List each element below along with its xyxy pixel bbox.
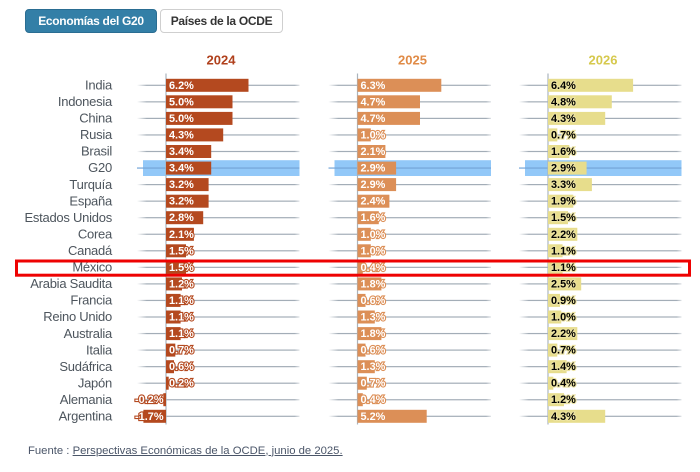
svg-text:1.1%: 1.1%: [169, 295, 194, 307]
svg-text:España: España: [69, 193, 113, 208]
svg-text:Alemania: Alemania: [60, 392, 113, 407]
svg-text:-0.2%: -0.2%: [135, 394, 164, 406]
svg-text:1.5%: 1.5%: [169, 245, 194, 257]
svg-text:1.2%: 1.2%: [551, 394, 576, 406]
svg-text:0.7%: 0.7%: [551, 129, 576, 141]
svg-text:4.7%: 4.7%: [361, 96, 386, 108]
svg-text:2.2%: 2.2%: [551, 229, 576, 241]
svg-text:1.2%: 1.2%: [169, 278, 194, 290]
svg-text:2024: 2024: [207, 53, 237, 68]
svg-text:Argentina: Argentina: [59, 409, 113, 424]
svg-text:-1.7%: -1.7%: [135, 411, 164, 423]
svg-text:1.3%: 1.3%: [361, 312, 386, 324]
svg-text:3.2%: 3.2%: [169, 196, 194, 208]
svg-text:4.3%: 4.3%: [169, 129, 194, 141]
svg-text:0.7%: 0.7%: [551, 345, 576, 357]
svg-text:China: China: [79, 111, 113, 126]
svg-text:1.9%: 1.9%: [551, 196, 576, 208]
svg-text:1.1%: 1.1%: [169, 312, 194, 324]
svg-text:1.0%: 1.0%: [361, 245, 386, 257]
svg-text:6.4%: 6.4%: [551, 80, 576, 92]
svg-text:4.3%: 4.3%: [551, 113, 576, 125]
svg-text:Indonesia: Indonesia: [58, 94, 113, 109]
svg-text:4.3%: 4.3%: [551, 411, 576, 423]
svg-text:Italia: Italia: [86, 342, 113, 357]
svg-text:1.0%: 1.0%: [361, 229, 386, 241]
svg-text:Australia: Australia: [64, 326, 113, 341]
svg-text:3.3%: 3.3%: [551, 179, 576, 191]
svg-text:5.0%: 5.0%: [169, 113, 194, 125]
svg-text:2.4%: 2.4%: [361, 196, 386, 208]
svg-text:México: México: [72, 260, 112, 275]
svg-text:1.0%: 1.0%: [551, 312, 576, 324]
svg-text:0.6%: 0.6%: [169, 361, 194, 373]
svg-text:2.1%: 2.1%: [361, 146, 386, 158]
svg-text:1.8%: 1.8%: [361, 328, 386, 340]
svg-text:0.7%: 0.7%: [361, 378, 386, 390]
svg-text:Sudáfrica: Sudáfrica: [59, 359, 113, 374]
svg-text:0.6%: 0.6%: [361, 295, 386, 307]
svg-text:4.8%: 4.8%: [551, 96, 576, 108]
svg-text:0.4%: 0.4%: [361, 262, 386, 274]
svg-text:0.7%: 0.7%: [169, 345, 194, 357]
svg-text:0.4%: 0.4%: [361, 394, 386, 406]
svg-text:1.8%: 1.8%: [361, 278, 386, 290]
svg-text:2026: 2026: [589, 53, 618, 68]
svg-text:0.6%: 0.6%: [361, 345, 386, 357]
svg-text:2.8%: 2.8%: [169, 212, 194, 224]
svg-text:2.9%: 2.9%: [551, 163, 576, 175]
svg-text:Brasil: Brasil: [81, 144, 112, 159]
svg-text:Canadá: Canadá: [68, 243, 113, 258]
svg-text:6.3%: 6.3%: [361, 80, 386, 92]
svg-text:1.6%: 1.6%: [551, 146, 576, 158]
svg-text:G20: G20: [88, 160, 112, 175]
svg-text:2.1%: 2.1%: [169, 229, 194, 241]
svg-text:1.1%: 1.1%: [551, 262, 576, 274]
svg-text:5.2%: 5.2%: [361, 411, 386, 423]
svg-text:3.4%: 3.4%: [169, 163, 194, 175]
svg-text:1.1%: 1.1%: [551, 245, 576, 257]
svg-text:India: India: [85, 78, 113, 93]
svg-text:6.2%: 6.2%: [169, 80, 194, 92]
svg-text:1.5%: 1.5%: [551, 212, 576, 224]
svg-text:Turquía: Turquía: [69, 177, 113, 192]
svg-text:2025: 2025: [398, 53, 427, 68]
svg-text:4.7%: 4.7%: [361, 113, 386, 125]
svg-text:Japón: Japón: [78, 375, 112, 390]
svg-text:1.5%: 1.5%: [169, 262, 194, 274]
svg-text:2.9%: 2.9%: [361, 163, 386, 175]
svg-text:0.9%: 0.9%: [551, 295, 576, 307]
svg-text:Francia: Francia: [70, 293, 113, 308]
svg-text:0.4%: 0.4%: [551, 378, 576, 390]
svg-text:3.2%: 3.2%: [169, 179, 194, 191]
svg-text:1.6%: 1.6%: [361, 212, 386, 224]
svg-text:Estados Unidos: Estados Unidos: [24, 210, 112, 225]
svg-text:Corea: Corea: [78, 226, 113, 241]
svg-text:1.0%: 1.0%: [361, 129, 386, 141]
svg-text:2.9%: 2.9%: [361, 179, 386, 191]
svg-text:Reino Unido: Reino Unido: [43, 309, 112, 324]
svg-text:0.2%: 0.2%: [169, 378, 194, 390]
svg-text:1.1%: 1.1%: [169, 328, 194, 340]
svg-text:5.0%: 5.0%: [169, 96, 194, 108]
svg-text:Arabia Saudita: Arabia Saudita: [30, 276, 113, 291]
svg-text:2.2%: 2.2%: [551, 328, 576, 340]
svg-text:1.4%: 1.4%: [551, 361, 576, 373]
svg-text:3.4%: 3.4%: [169, 146, 194, 158]
svg-text:2.5%: 2.5%: [551, 278, 576, 290]
svg-text:1.3%: 1.3%: [361, 361, 386, 373]
svg-text:Rusia: Rusia: [80, 127, 113, 142]
